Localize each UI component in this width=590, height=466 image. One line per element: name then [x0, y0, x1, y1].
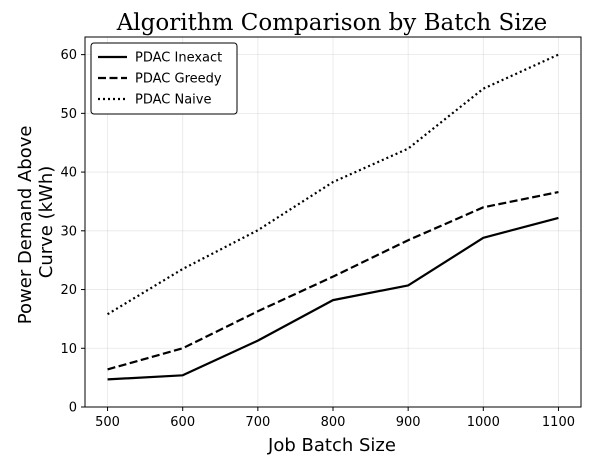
legend-label: PDAC Greedy [135, 72, 222, 87]
y-tick-label: 40 [60, 166, 77, 181]
x-axis: 500 600 700 800 900 1000 1100 [95, 407, 575, 430]
y-tick-label: 20 [60, 283, 77, 298]
series-line-pdac-greedy [107, 190, 559, 371]
series-lines [106, 53, 559, 381]
x-tick-label: 800 [321, 415, 346, 430]
y-tick-label: 30 [60, 224, 77, 239]
legend-box [90, 42, 238, 115]
y-axis-label-line-2: Curve (kWh) [36, 166, 57, 279]
series-line-pdac-naive [106, 53, 559, 316]
x-tick-label: 600 [170, 415, 195, 430]
legend: PDAC Inexact PDAC Greedy PDAC Naive [90, 42, 238, 115]
y-axis-label: Power Demand Above Curve (kWh) [15, 120, 57, 324]
x-tick-label: 700 [245, 415, 270, 430]
y-axis-label-line-1: Power Demand Above [15, 126, 36, 325]
series-line-pdac-inexact [107, 216, 559, 381]
y-tick-label: 10 [60, 342, 77, 357]
legend-label: PDAC Naive [135, 93, 212, 108]
x-tick-label: 900 [396, 415, 421, 430]
legend-label: PDAC Inexact [135, 51, 222, 66]
y-axis: 0 10 20 30 40 50 60 [60, 48, 85, 416]
y-tick-label: 50 [60, 107, 77, 122]
x-axis-label: Job Batch Size [267, 435, 396, 456]
chart-title: Algorithm Comparison by Batch Size [116, 10, 548, 36]
x-tick-label: 500 [95, 415, 120, 430]
x-tick-label: 1100 [542, 415, 575, 430]
x-tick-label: 1000 [467, 415, 500, 430]
y-tick-label: 0 [69, 401, 77, 416]
y-tick-label: 60 [60, 48, 77, 63]
grid-lines [85, 37, 581, 408]
